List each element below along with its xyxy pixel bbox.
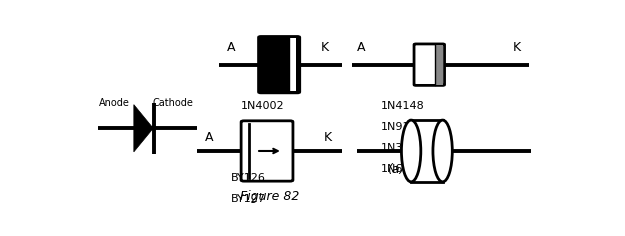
Text: K: K [321,41,329,54]
FancyBboxPatch shape [241,121,293,181]
Text: 1N4007: 1N4007 [241,143,284,153]
Text: Cathode: Cathode [152,98,193,108]
Text: A: A [226,41,235,54]
Bar [435,45,442,85]
Text: BY127: BY127 [231,194,266,204]
Text: Figure 82: Figure 82 [240,190,299,203]
Text: 1N60: 1N60 [381,164,410,174]
Text: K: K [512,41,521,54]
Ellipse shape [401,120,421,182]
Text: A: A [357,41,366,54]
Text: Anode: Anode [99,98,130,108]
Text: K: K [324,131,332,144]
Text: (a): (a) [387,163,404,176]
Text: (b): (b) [258,163,276,176]
Bar [289,38,296,91]
Text: 1N34: 1N34 [381,143,411,153]
Polygon shape [134,105,153,152]
FancyBboxPatch shape [259,37,300,93]
Text: BY126: BY126 [231,173,266,183]
FancyBboxPatch shape [414,44,444,85]
Text: 1N4148: 1N4148 [381,101,424,111]
Text: A: A [204,131,213,144]
Text: 1N4002: 1N4002 [241,101,284,111]
Ellipse shape [433,120,452,182]
Text: 1N4004: 1N4004 [241,122,284,132]
Text: 1N914: 1N914 [381,122,418,132]
Bar [411,120,442,182]
